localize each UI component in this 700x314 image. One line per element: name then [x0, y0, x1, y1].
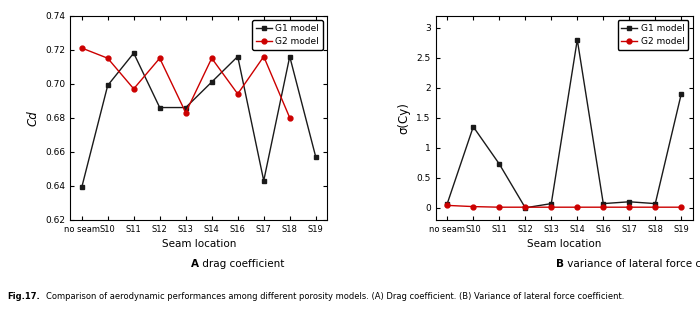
- G1 model: [207, 80, 216, 84]
- G2 model: [130, 87, 138, 91]
- Text: Comparison of aerodynamic performances among different porosity models. (A) Drag: Comparison of aerodynamic performances a…: [46, 292, 624, 301]
- Line: G1 model: G1 model: [444, 37, 684, 210]
- Line: G2 model: G2 model: [444, 203, 684, 210]
- G1 model: [155, 106, 164, 109]
- Text: Fig.17.: Fig.17.: [7, 292, 40, 301]
- G1 model: [130, 51, 138, 55]
- Legend: G1 model, G2 model: G1 model, G2 model: [617, 20, 689, 50]
- G2 model: [286, 116, 294, 120]
- Y-axis label: σ(Cy): σ(Cy): [398, 102, 411, 134]
- X-axis label: Seam location: Seam location: [162, 239, 236, 249]
- G2 model: [260, 55, 268, 58]
- G2 model: [677, 205, 685, 209]
- G2 model: [234, 92, 242, 96]
- G1 model: [234, 55, 242, 58]
- G2 model: [651, 205, 659, 209]
- G2 model: [495, 205, 503, 209]
- G1 model: [495, 162, 503, 166]
- G1 model: [573, 38, 582, 41]
- Line: G2 model: G2 model: [79, 46, 292, 120]
- G1 model: [677, 92, 685, 96]
- G2 model: [469, 205, 477, 208]
- G2 model: [599, 205, 608, 209]
- G1 model: [443, 202, 452, 205]
- Text: drag coefficient: drag coefficient: [199, 259, 284, 269]
- Legend: G1 model, G2 model: G1 model, G2 model: [252, 20, 323, 50]
- G2 model: [573, 205, 582, 209]
- Text: variance of lateral force coefficient: variance of lateral force coefficient: [564, 259, 700, 269]
- G1 model: [521, 206, 529, 210]
- G2 model: [181, 111, 190, 115]
- G1 model: [286, 55, 294, 58]
- Y-axis label: Cd: Cd: [27, 110, 39, 126]
- G2 model: [155, 56, 164, 60]
- G1 model: [469, 125, 477, 129]
- G1 model: [547, 202, 556, 205]
- G2 model: [104, 56, 112, 60]
- G1 model: [260, 179, 268, 182]
- G2 model: [443, 203, 452, 207]
- G1 model: [599, 202, 608, 205]
- Text: A: A: [190, 259, 199, 269]
- G2 model: [547, 205, 556, 209]
- G1 model: [651, 202, 659, 205]
- G1 model: [78, 186, 86, 189]
- G2 model: [521, 205, 529, 209]
- G2 model: [78, 46, 86, 50]
- Line: G1 model: G1 model: [79, 51, 318, 190]
- G2 model: [625, 205, 634, 209]
- G1 model: [312, 155, 320, 159]
- G1 model: [181, 106, 190, 109]
- G1 model: [625, 200, 634, 204]
- G2 model: [207, 56, 216, 60]
- Text: B: B: [556, 259, 564, 269]
- G1 model: [104, 84, 112, 87]
- X-axis label: Seam location: Seam location: [527, 239, 601, 249]
